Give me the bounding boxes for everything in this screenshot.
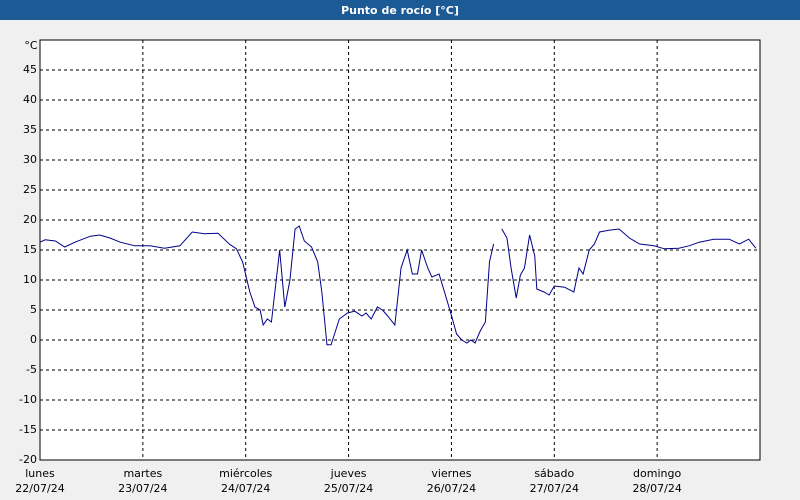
y-tick-label: 20 bbox=[23, 213, 37, 226]
x-tick-label: 27/07/24 bbox=[530, 482, 579, 495]
x-tick-label: viernes bbox=[431, 467, 471, 480]
data-line bbox=[39, 225, 757, 346]
y-tick-label: 35 bbox=[23, 123, 37, 136]
x-tick-label: 23/07/24 bbox=[118, 482, 167, 495]
y-tick-label: -5 bbox=[26, 363, 37, 376]
x-tick-label: 28/07/24 bbox=[632, 482, 681, 495]
x-tick-label: 24/07/24 bbox=[221, 482, 270, 495]
y-tick-label: 40 bbox=[23, 93, 37, 106]
y-tick-label: 45 bbox=[23, 63, 37, 76]
x-tick-label: jueves bbox=[330, 467, 367, 480]
x-tick-label: sábado bbox=[534, 467, 574, 480]
x-tick-label: lunes bbox=[25, 467, 55, 480]
y-tick-label: -15 bbox=[19, 423, 37, 436]
plot-border bbox=[39, 39, 761, 461]
chart-title: Punto de rocío [°C] bbox=[341, 4, 459, 17]
y-tick-label: 5 bbox=[30, 303, 37, 316]
x-tick-label: 25/07/24 bbox=[324, 482, 373, 495]
y-tick-label: 10 bbox=[23, 273, 37, 286]
y-tick-label: 15 bbox=[23, 243, 37, 256]
x-tick-label: 22/07/24 bbox=[15, 482, 64, 495]
x-tick-label: 26/07/24 bbox=[427, 482, 476, 495]
y-unit: °C bbox=[24, 39, 38, 52]
y-tick-label: -20 bbox=[19, 453, 37, 466]
x-tick-label: miércoles bbox=[219, 467, 272, 480]
x-tick-label: domingo bbox=[633, 467, 681, 480]
y-tick-label: 0 bbox=[30, 333, 37, 346]
title-bar bbox=[0, 0, 800, 20]
y-tick-label: -10 bbox=[19, 393, 37, 406]
x-tick-label: martes bbox=[123, 467, 162, 480]
y-tick-label: 30 bbox=[23, 153, 37, 166]
y-tick-label: 25 bbox=[23, 183, 37, 196]
